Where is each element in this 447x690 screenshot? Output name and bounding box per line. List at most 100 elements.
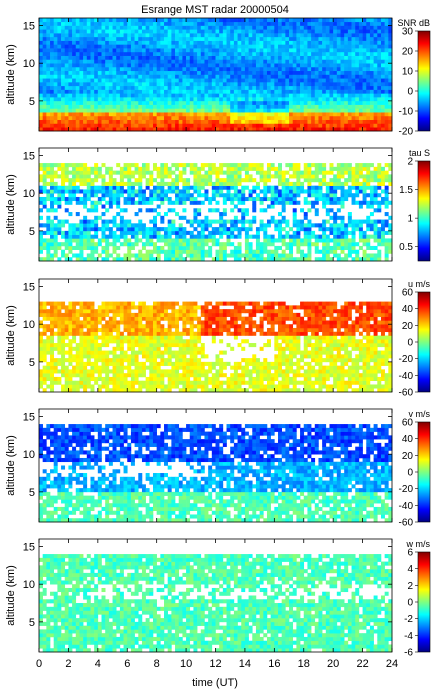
heatmap-cell bbox=[53, 245, 58, 250]
heatmap-cell bbox=[68, 51, 73, 56]
heatmap-cell bbox=[204, 115, 209, 120]
heatmap-cell bbox=[314, 25, 319, 30]
heatmap-cell bbox=[141, 223, 146, 228]
heatmap-cell bbox=[263, 227, 268, 232]
heatmap-cell bbox=[355, 200, 360, 205]
heatmap-cell bbox=[255, 25, 260, 30]
heatmap-cell bbox=[123, 25, 128, 30]
heatmap-cell bbox=[270, 249, 275, 254]
heatmap-cell bbox=[384, 219, 389, 224]
heatmap-cell bbox=[141, 89, 146, 94]
heatmap-cell bbox=[186, 127, 191, 132]
heatmap-cell bbox=[333, 25, 338, 30]
heatmap-cell bbox=[351, 100, 356, 105]
heatmap-cell bbox=[215, 108, 220, 113]
heatmap-cell bbox=[380, 51, 385, 56]
heatmap-cell bbox=[197, 181, 202, 186]
heatmap-cell bbox=[292, 181, 297, 186]
heatmap-cell bbox=[274, 249, 279, 254]
heatmap-cell bbox=[90, 55, 95, 60]
heatmap-cell bbox=[255, 85, 260, 90]
heatmap-cell bbox=[75, 343, 80, 348]
heatmap-cell bbox=[46, 257, 51, 262]
heatmap-cell bbox=[39, 354, 43, 359]
heatmap-cell bbox=[145, 127, 150, 132]
heatmap-cell bbox=[347, 185, 352, 190]
heatmap-cell bbox=[164, 59, 168, 64]
heatmap-cell bbox=[64, 119, 69, 124]
heatmap-cell bbox=[211, 18, 216, 23]
heatmap-cell bbox=[101, 33, 106, 38]
heatmap-cell bbox=[119, 33, 124, 38]
heatmap-cell bbox=[351, 59, 356, 64]
heatmap-cell bbox=[263, 36, 268, 41]
heatmap-cell bbox=[255, 33, 260, 38]
heatmap-cell bbox=[61, 312, 66, 317]
heatmap-cell bbox=[307, 44, 312, 49]
heatmap-cell bbox=[380, 174, 385, 179]
heatmap-cell bbox=[50, 174, 55, 179]
heatmap-cell bbox=[281, 36, 286, 41]
heatmap-cell bbox=[46, 346, 51, 351]
heatmap-cell bbox=[204, 82, 209, 87]
heatmap-cell bbox=[61, 78, 66, 83]
heatmap-cell bbox=[134, 123, 139, 128]
heatmap-cell bbox=[42, 189, 47, 194]
heatmap-cell bbox=[57, 36, 62, 41]
heatmap-cell bbox=[388, 115, 393, 120]
heatmap-cell bbox=[358, 230, 363, 235]
heatmap-cell bbox=[127, 29, 132, 34]
heatmap-cell bbox=[296, 93, 301, 98]
heatmap-cell bbox=[42, 174, 47, 179]
heatmap-cell bbox=[211, 63, 216, 68]
heatmap-cell bbox=[193, 59, 198, 64]
heatmap-cell bbox=[204, 253, 209, 258]
heatmap-cell bbox=[362, 257, 367, 262]
heatmap-cell bbox=[219, 100, 224, 105]
heatmap-cell bbox=[292, 66, 297, 72]
heatmap-cell bbox=[94, 18, 99, 23]
heatmap-cell bbox=[57, 305, 62, 310]
heatmap-cell bbox=[259, 189, 264, 194]
heatmap-cell bbox=[222, 85, 227, 90]
heatmap-cell bbox=[248, 78, 253, 83]
heatmap-cell bbox=[72, 55, 77, 60]
heatmap-cell bbox=[333, 89, 338, 94]
heatmap-cell bbox=[189, 25, 194, 30]
heatmap-cell bbox=[149, 242, 154, 247]
heatmap-cell bbox=[197, 200, 202, 205]
heatmap-cell bbox=[208, 245, 213, 250]
heatmap-cell bbox=[259, 70, 264, 75]
heatmap-cell bbox=[252, 104, 257, 109]
heatmap-cell bbox=[83, 305, 88, 310]
heatmap-cell bbox=[278, 238, 282, 243]
heatmap-cell bbox=[237, 245, 242, 250]
heatmap-cell bbox=[86, 119, 91, 124]
heatmap-cell bbox=[274, 174, 279, 179]
heatmap-cell bbox=[355, 115, 360, 120]
heatmap-cell bbox=[189, 170, 194, 175]
heatmap-cell bbox=[347, 59, 352, 64]
heatmap-cell bbox=[193, 85, 198, 90]
heatmap-cell bbox=[226, 63, 231, 68]
heatmap-cell bbox=[134, 253, 139, 258]
heatmap-cell bbox=[318, 249, 323, 254]
heatmap-cell bbox=[68, 242, 73, 247]
heatmap-cell bbox=[344, 36, 349, 41]
heatmap-cell bbox=[75, 200, 80, 205]
heatmap-cell bbox=[182, 127, 187, 132]
heatmap-cell bbox=[336, 185, 341, 190]
heatmap-cell bbox=[193, 112, 198, 117]
heatmap-cell bbox=[39, 97, 43, 102]
heatmap-cell bbox=[259, 196, 264, 202]
heatmap-cell bbox=[156, 100, 161, 105]
heatmap-cell bbox=[123, 55, 128, 60]
heatmap-cell bbox=[53, 312, 58, 317]
heatmap-cell bbox=[369, 44, 374, 49]
heatmap-cell bbox=[296, 48, 301, 53]
heatmap-cell bbox=[53, 40, 58, 45]
heatmap-cell bbox=[108, 63, 113, 68]
heatmap-cell bbox=[322, 112, 327, 117]
heatmap-cell bbox=[141, 78, 146, 83]
heatmap-cell bbox=[200, 21, 205, 26]
